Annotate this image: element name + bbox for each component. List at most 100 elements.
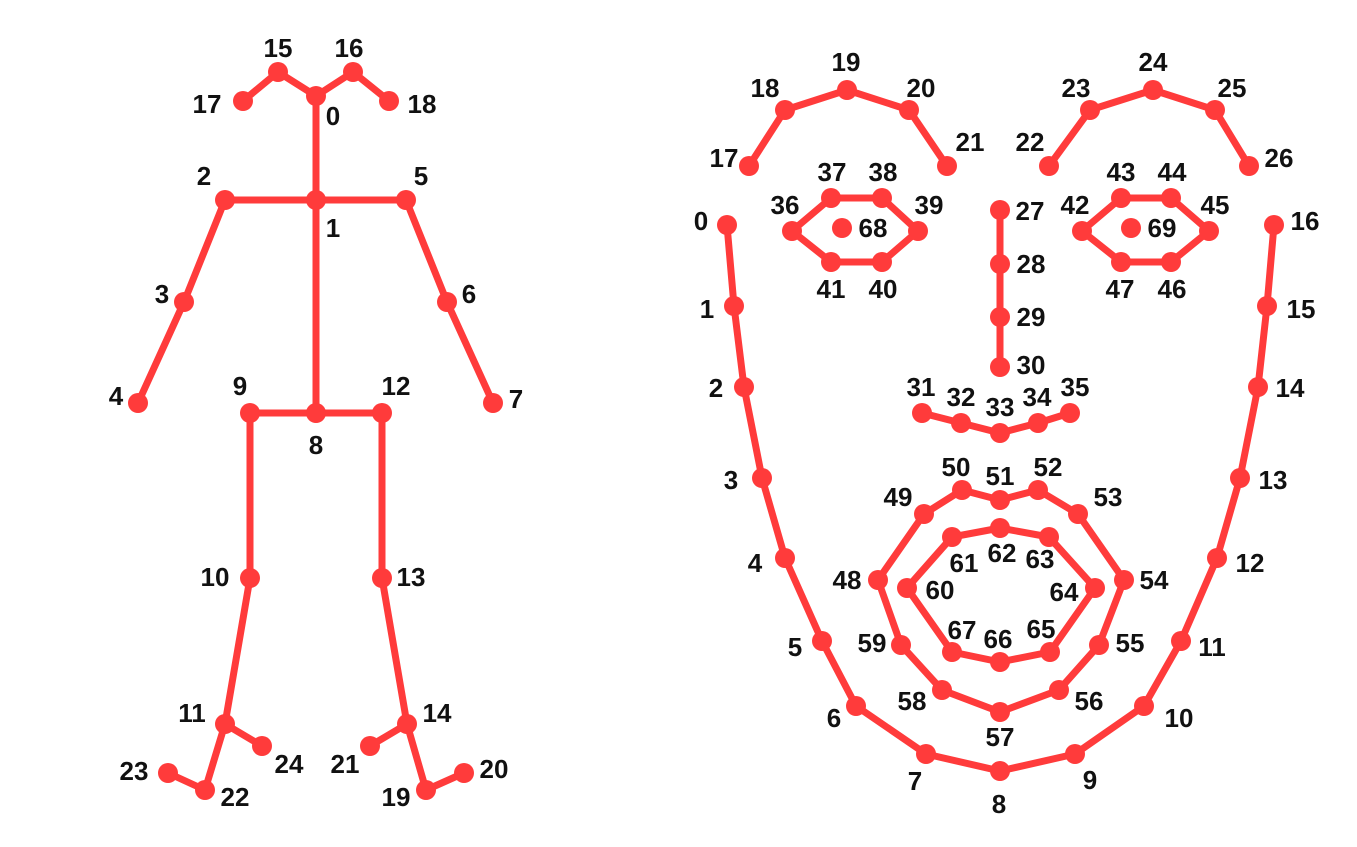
body-label-10: 10 (201, 562, 230, 592)
face-edge-15-16 (1263, 221, 1278, 310)
body-point-17 (233, 91, 253, 111)
face-point-37 (821, 188, 841, 208)
face-label-15: 15 (1287, 294, 1316, 324)
face-point-23 (1080, 100, 1100, 120)
face-label-14: 14 (1276, 373, 1305, 403)
face-edge-20-21 (905, 106, 951, 170)
face-label-28: 28 (1017, 249, 1046, 279)
face-point-42 (1072, 221, 1092, 241)
face-point-7 (916, 744, 936, 764)
body-point-9 (240, 403, 260, 423)
face-edge-54-55 (1095, 576, 1128, 649)
face-point-41 (821, 252, 841, 272)
face-label-26: 26 (1265, 143, 1294, 173)
face-point-15 (1257, 296, 1277, 316)
body-edge-3-4 (134, 298, 188, 407)
face-label-0: 0 (694, 206, 708, 236)
face-point-1 (724, 296, 744, 316)
face-edge-48-49 (874, 510, 928, 584)
face-point-49 (914, 504, 934, 524)
face-label-54: 54 (1140, 565, 1169, 595)
face-label-17: 17 (710, 143, 739, 173)
body-point-2 (215, 190, 235, 210)
face-edge-25-26 (1211, 106, 1253, 170)
face-label-19: 19 (832, 47, 861, 77)
body-label-16: 16 (335, 33, 364, 63)
face-point-3 (752, 468, 772, 488)
body-label-9: 9 (233, 371, 247, 401)
body-edge-2-3 (180, 196, 229, 306)
face-label-44: 44 (1158, 157, 1187, 187)
body-points (128, 62, 503, 800)
face-edge-1-2 (730, 302, 748, 391)
face-edge-14-15 (1254, 302, 1271, 391)
face-label-50: 50 (942, 452, 971, 482)
body-point-16 (343, 62, 363, 82)
face-point-66 (990, 652, 1010, 672)
face-point-58 (932, 680, 952, 700)
face-label-57: 57 (986, 722, 1015, 752)
face-label-66: 66 (984, 624, 1013, 654)
body-label-0: 0 (326, 101, 340, 131)
face-point-34 (1028, 413, 1048, 433)
face-label-22: 22 (1016, 127, 1045, 157)
face-edge-11-12 (1177, 554, 1221, 645)
face-point-31 (912, 403, 932, 423)
body-point-21 (360, 736, 380, 756)
body-point-15 (268, 62, 288, 82)
face-edge-13-14 (1236, 383, 1262, 482)
face-point-54 (1114, 570, 1134, 590)
body-label-12: 12 (382, 371, 411, 401)
face-point-62 (990, 518, 1010, 538)
body-edge-6-7 (443, 298, 497, 407)
face-point-17 (739, 156, 759, 176)
face-point-35 (1060, 403, 1080, 423)
face-label-60: 60 (926, 575, 955, 605)
face-point-12 (1207, 548, 1227, 568)
face-label-1: 1 (700, 294, 714, 324)
body-point-8 (306, 403, 326, 423)
face-point-8 (990, 761, 1010, 781)
face-edge-57-58 (938, 686, 1004, 716)
face-label-46: 46 (1158, 274, 1187, 304)
face-point-50 (952, 480, 972, 500)
body-label-2: 2 (197, 161, 211, 191)
body-label-5: 5 (414, 161, 428, 191)
body-label-7: 7 (509, 384, 523, 414)
face-point-26 (1239, 156, 1259, 176)
face-edge-55-56 (1055, 641, 1103, 694)
face-edge-58-59 (897, 641, 946, 694)
face-edge-24-25 (1149, 86, 1219, 114)
body-edge-5-6 (402, 196, 451, 306)
body-edge-14-19 (403, 720, 430, 794)
body-label-15: 15 (264, 33, 293, 63)
body-label-19: 19 (382, 782, 411, 812)
face-point-44 (1161, 188, 1181, 208)
face-point-68 (832, 218, 852, 238)
body-label-21: 21 (331, 749, 360, 779)
body-label-24: 24 (275, 749, 304, 779)
face-edge-5-6 (818, 637, 860, 710)
face-point-56 (1049, 680, 1069, 700)
body-label-22: 22 (221, 782, 250, 812)
face-edge-67-60 (903, 584, 956, 656)
body-point-1 (306, 190, 326, 210)
body-label-23: 23 (120, 756, 149, 786)
body-point-12 (372, 403, 392, 423)
face-point-63 (1039, 527, 1059, 547)
face-point-46 (1161, 252, 1181, 272)
face-label-40: 40 (869, 274, 898, 304)
face-point-40 (872, 252, 892, 272)
body-point-3 (174, 292, 194, 312)
face-edges (723, 86, 1278, 775)
body-point-4 (128, 393, 148, 413)
face-label-20: 20 (907, 73, 936, 103)
face-edge-64-65 (1046, 584, 1099, 656)
face-edge-18-19 (781, 86, 851, 114)
face-point-24 (1143, 80, 1163, 100)
body-edge-13-14 (378, 574, 411, 728)
